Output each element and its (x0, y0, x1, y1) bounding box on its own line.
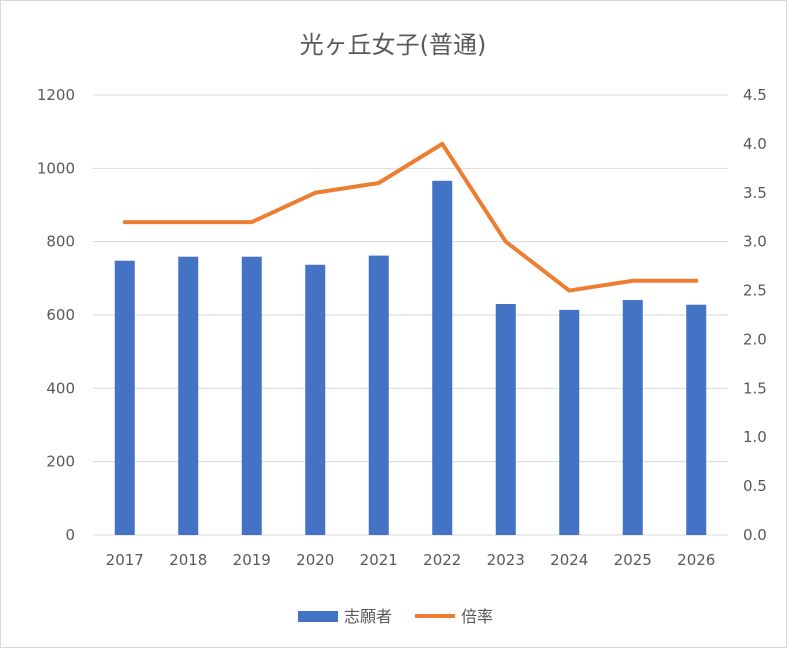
right-tick-label: 3.5 (743, 184, 767, 202)
bar (241, 256, 262, 535)
right-tick-label: 2.0 (743, 330, 767, 348)
left-tick-label: 1200 (37, 86, 75, 104)
gridlines (93, 94, 728, 536)
right-tick-label: 3.0 (743, 233, 767, 251)
left-tick-label: 0 (65, 526, 75, 544)
left-axis: 0 200 400 600 800 1000 1200 (37, 86, 75, 544)
right-axis: 0.0 0.5 1.0 1.5 2.0 2.5 3.0 3.5 4.0 4.5 (743, 86, 767, 544)
x-tick-label: 2017 (106, 551, 144, 569)
right-tick-label: 0.5 (743, 477, 767, 495)
right-tick-label: 1.0 (743, 428, 767, 446)
chart-title: 光ヶ丘女子(普通) (300, 31, 487, 59)
line-series (122, 141, 699, 293)
right-tick-label: 2.5 (743, 282, 767, 300)
right-tick-label: 1.5 (743, 379, 767, 397)
left-tick-label: 400 (46, 379, 75, 397)
left-tick-label: 1000 (37, 159, 75, 177)
bar (305, 264, 326, 535)
x-tick-label: 2019 (233, 551, 271, 569)
legend-label-line: 倍率 (461, 607, 493, 626)
x-tick-label: 2024 (550, 551, 588, 569)
bar (686, 304, 707, 535)
x-tick-label: 2020 (296, 551, 334, 569)
bar (622, 299, 643, 535)
x-axis: 2017 2018 2019 2020 2021 2022 2023 2024 2025 2026 (106, 551, 716, 569)
x-tick-label: 2021 (360, 551, 398, 569)
bar (495, 304, 516, 535)
right-tick-label: 4.0 (743, 135, 767, 153)
bar (178, 256, 199, 535)
left-tick-label: 800 (46, 233, 75, 251)
left-tick-label: 600 (46, 306, 75, 324)
bar (432, 180, 453, 536)
x-tick-label: 2026 (677, 551, 715, 569)
legend: 志願者 倍率 (298, 607, 493, 626)
right-tick-label: 0.0 (743, 526, 767, 544)
bar (114, 260, 135, 535)
bar (368, 255, 389, 535)
legend-label-bar: 志願者 (344, 607, 392, 626)
ratio-line (122, 141, 699, 293)
x-tick-label: 2025 (614, 551, 652, 569)
x-tick-label: 2023 (487, 551, 525, 569)
right-tick-label: 4.5 (743, 86, 767, 104)
legend-swatch-bar (298, 611, 338, 622)
x-tick-label: 2018 (169, 551, 207, 569)
x-tick-label: 2022 (423, 551, 461, 569)
bar-series (114, 180, 707, 536)
left-tick-label: 200 (46, 453, 75, 471)
bar (559, 309, 580, 535)
